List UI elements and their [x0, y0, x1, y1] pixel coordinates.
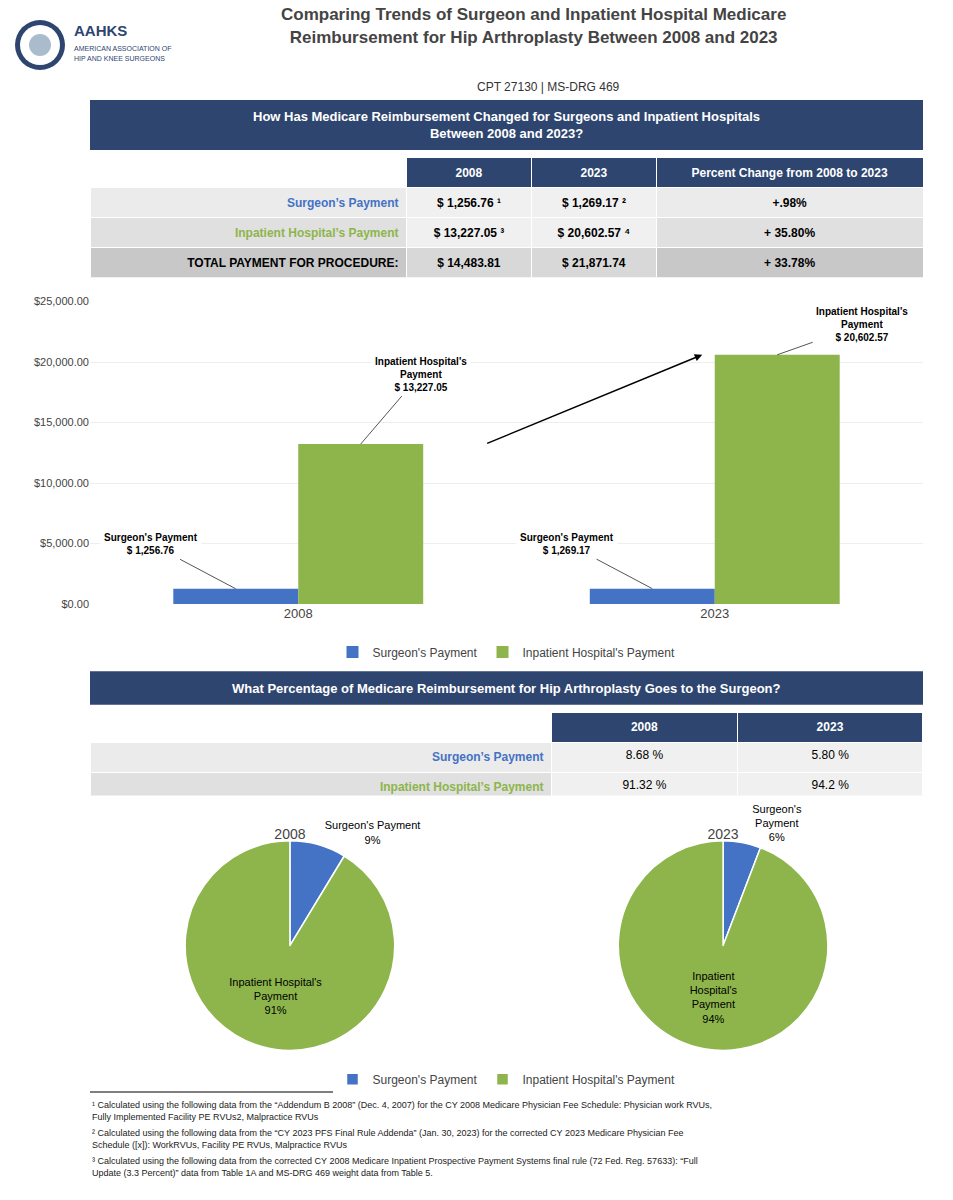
svg-text:2023: 2023	[580, 166, 607, 180]
svg-text:$15,000.00: $15,000.00	[34, 416, 89, 428]
svg-text:What Percentage of Medicare Re: What Percentage of Medicare Reimbursemen…	[232, 681, 781, 696]
svg-text:2008: 2008	[631, 720, 658, 734]
svg-text:Inpatient Hospital’s Payment: Inpatient Hospital’s Payment	[380, 780, 544, 794]
svg-text:$20,000.00: $20,000.00	[34, 356, 89, 368]
svg-text:Comparing Trends of Surgeon an: Comparing Trends of Surgeon and Inpatien…	[281, 5, 786, 46]
svg-text:Surgeon’s Payment: Surgeon’s Payment	[287, 196, 399, 210]
svg-text:Percent Change from 2008 to 20: Percent Change from 2008 to 2023	[692, 166, 888, 180]
svg-text:AAHKS: AAHKS	[74, 22, 127, 39]
svg-text:$ 1,256.76 ¹: $ 1,256.76 ¹	[437, 196, 501, 210]
svg-text:2008: 2008	[274, 826, 305, 842]
svg-text:8.68 %: 8.68 %	[626, 748, 664, 762]
svg-text:94.2 %: 94.2 %	[811, 778, 849, 792]
svg-text:2008: 2008	[284, 606, 313, 621]
svg-text:Surgeon's Payment: Surgeon's Payment	[373, 1073, 478, 1087]
svg-text:2023: 2023	[817, 720, 844, 734]
svg-text:$25,000.00: $25,000.00	[34, 295, 89, 307]
svg-text:Inpatient Hospital'sPayment$ 1: Inpatient Hospital'sPayment$ 13,227.05	[375, 356, 467, 393]
svg-text:How Has Medicare Reimbursement: How Has Medicare Reimbursement Changed f…	[253, 109, 760, 141]
svg-text:$ 13,227.05 ³: $ 13,227.05 ³	[434, 226, 505, 240]
svg-text:TOTAL PAYMENT FOR PROCEDURE:: TOTAL PAYMENT FOR PROCEDURE:	[187, 256, 398, 270]
svg-text:AMERICAN ASSOCIATION OF: AMERICAN ASSOCIATION OF	[74, 45, 172, 52]
svg-text:Surgeon's Payment9%: Surgeon's Payment9%	[325, 819, 421, 845]
svg-text:InpatientHospital'sPayment94%: InpatientHospital'sPayment94%	[690, 970, 738, 1025]
svg-text:$ 21,871.74: $ 21,871.74	[562, 256, 626, 270]
svg-text:$ 1,269.17 ²: $ 1,269.17 ²	[562, 196, 626, 210]
svg-text:Surgeon's Payment$ 1,269.17: Surgeon's Payment$ 1,269.17	[520, 532, 614, 556]
svg-text:HIP AND KNEE SURGEONS: HIP AND KNEE SURGEONS	[74, 55, 165, 62]
svg-text:Surgeon's Payment: Surgeon's Payment	[373, 646, 478, 660]
svg-text:91.32 %: 91.32 %	[622, 778, 666, 792]
svg-text:Inpatient Hospital’s Payment: Inpatient Hospital’s Payment	[235, 226, 399, 240]
svg-text:Inpatient Hospital's Payment: Inpatient Hospital's Payment	[523, 646, 675, 660]
svg-text:Surgeon’s Payment: Surgeon’s Payment	[432, 750, 544, 764]
svg-text:$ 20,602.57 ⁴: $ 20,602.57 ⁴	[558, 226, 631, 240]
svg-text:$0.00: $0.00	[61, 598, 89, 610]
svg-text:5.80 %: 5.80 %	[811, 748, 849, 762]
svg-text:³ Calculated using the followi: ³ Calculated using the following data fr…	[92, 1156, 698, 1178]
svg-text:Inpatient Hospital'sPayment$ 2: Inpatient Hospital'sPayment$ 20,602.57	[816, 306, 908, 343]
svg-text:$5,000.00: $5,000.00	[40, 537, 89, 549]
svg-text:2023: 2023	[708, 826, 739, 842]
svg-text:¹ Calculated using the followi: ¹ Calculated using the following data fr…	[92, 1100, 712, 1122]
svg-text:² Calculated using the followi: ² Calculated using the following data fr…	[92, 1128, 684, 1150]
svg-text:+.98%: +.98%	[772, 196, 807, 210]
svg-text:2023: 2023	[700, 606, 729, 621]
svg-text:$10,000.00: $10,000.00	[34, 477, 89, 489]
svg-text:Surgeon'sPayment6%: Surgeon'sPayment6%	[752, 803, 802, 844]
svg-text:Inpatient Hospital's Payment: Inpatient Hospital's Payment	[523, 1073, 675, 1087]
svg-text:$ 14,483.81: $ 14,483.81	[437, 256, 501, 270]
svg-text:+ 33.78%: + 33.78%	[764, 256, 815, 270]
svg-text:Surgeon's Payment$ 1,256.76: Surgeon's Payment$ 1,256.76	[104, 532, 198, 556]
svg-text:CPT 27130 | MS-DRG 469: CPT 27130 | MS-DRG 469	[477, 80, 620, 94]
svg-text:Inpatient Hospital'sPayment91%: Inpatient Hospital'sPayment91%	[229, 976, 322, 1017]
svg-text:+ 35.80%: + 35.80%	[764, 226, 815, 240]
svg-text:2008: 2008	[456, 166, 483, 180]
